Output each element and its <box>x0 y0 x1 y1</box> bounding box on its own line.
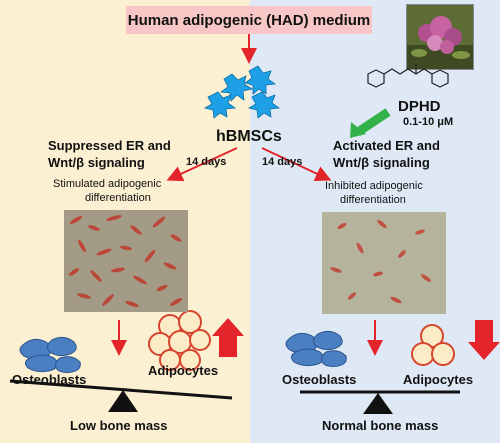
right-adipocyte-cluster <box>411 324 455 366</box>
right-osteoblast-cluster <box>285 330 347 367</box>
compound-name: DPHD <box>398 98 441 115</box>
stem-cell-icons <box>203 65 281 119</box>
left-signaling-line1: Suppressed ER and <box>48 138 171 153</box>
adipocyte-down-arrow <box>468 320 500 360</box>
right-diff-line1: Inhibited adipogenic <box>325 180 423 192</box>
cells-label: hBMSCs <box>216 128 282 145</box>
left-signaling-line2: Wnt/β signaling <box>48 155 145 170</box>
right-days: 14 days <box>262 156 303 168</box>
medium-header: Human adipogenic (HAD) medium <box>126 6 372 34</box>
dphd-structure <box>367 64 449 88</box>
left-diff-line1: Stimulated adipogenic <box>53 178 162 190</box>
right-osteoblasts-label: Osteoblasts <box>282 372 357 387</box>
right-balance <box>300 390 460 414</box>
left-diff-line2: differentiation <box>85 192 151 204</box>
adipocyte-up-arrow <box>212 318 244 357</box>
right-diff-line2: differentiation <box>340 194 406 206</box>
compound-dose: 0.1-10 μM <box>403 116 454 128</box>
right-micrograph <box>322 212 446 314</box>
dphd-green-arrow <box>355 108 391 136</box>
left-osteoblast-cluster <box>19 336 81 373</box>
left-outcome: Low bone mass <box>70 418 168 433</box>
right-outcome: Normal bone mass <box>322 418 439 433</box>
right-signaling-line1: Activated ER and <box>333 138 440 153</box>
right-branch-arrow <box>261 147 332 181</box>
plant-photo <box>406 4 474 70</box>
left-balance <box>9 379 233 412</box>
left-adipocytes-label: Adipocytes <box>148 363 219 378</box>
right-signaling-line2: Wnt/β signaling <box>333 155 430 170</box>
right-adipocytes-label: Adipocytes <box>403 372 474 387</box>
left-osteoblasts-label: Osteoblasts <box>12 372 87 387</box>
left-days: 14 days <box>186 156 227 168</box>
left-adipocyte-cluster <box>148 310 211 371</box>
left-branch-arrow <box>166 147 238 182</box>
left-micrograph <box>64 210 188 312</box>
